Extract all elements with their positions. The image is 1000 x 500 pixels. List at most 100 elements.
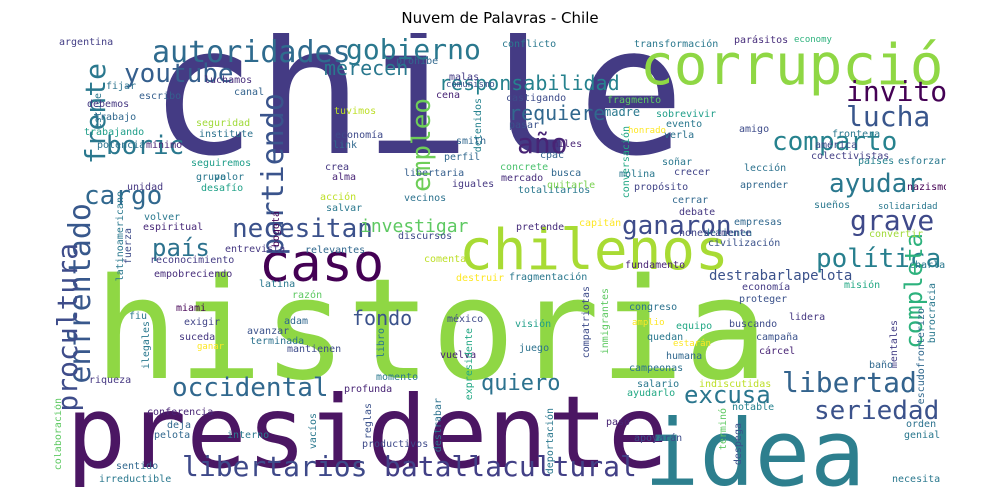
word-detienen: detienen <box>704 228 753 239</box>
word-luchamos: luchamos <box>204 75 253 86</box>
word-suceda: suceda <box>179 332 216 343</box>
word-idea: idea <box>644 400 866 488</box>
word-lidera: lidera <box>789 312 826 323</box>
word-apoyarán: apoyarán <box>634 433 683 444</box>
word-seguridad: seguridad <box>196 118 251 129</box>
word-escudofronterizo: escudofronterizo <box>916 308 927 405</box>
word-razón: razón <box>292 290 323 301</box>
word-avanzar: avanzar <box>247 326 290 337</box>
word-batallacultural: batallacultural <box>384 450 637 483</box>
word-necesitan: necesitan <box>232 214 373 244</box>
word-transformación: transformación <box>634 39 719 50</box>
word-requiere: requiere <box>509 101 606 125</box>
word-parásitos: parásitos <box>734 35 789 46</box>
word-país: país <box>152 234 210 262</box>
word-grave: grave <box>850 204 935 237</box>
word-smith: smith <box>456 136 487 147</box>
word-cerrar: cerrar <box>672 195 709 206</box>
word-profunda: profunda <box>344 384 393 395</box>
word-inmigrantes: inmigrantes <box>600 288 611 355</box>
word-destrabar: destrabar <box>433 398 444 453</box>
word-ilegales: ilegales <box>141 321 152 370</box>
word-pelota: pelota <box>154 430 191 441</box>
word-seguiremos: seguiremos <box>191 158 252 169</box>
word-caso: caso <box>259 234 385 294</box>
word-terminó: terminó <box>718 408 729 451</box>
word-mínimo: mínimo <box>146 140 183 151</box>
word-colaboración: colaboración <box>54 398 64 471</box>
word-institute: institute <box>199 129 254 140</box>
word-libertaria: libertaria <box>404 168 465 179</box>
word-economía: economía <box>742 282 791 293</box>
word-expresidente: expresidente <box>464 328 475 401</box>
word-orden: orden <box>906 419 937 430</box>
word-propósito: propósito <box>634 182 689 193</box>
word-gobierno: gobierno <box>346 33 481 66</box>
word-necesita: necesita <box>892 474 941 485</box>
word-espiritual: espiritual <box>143 222 204 233</box>
word-genial: genial <box>904 430 941 441</box>
word-cloud: chile historia presidente idea corrupción chi… <box>54 33 946 487</box>
word-amplio: amplio <box>632 318 665 328</box>
word-juego: juego <box>519 343 550 354</box>
word-seriedad: seriedad <box>814 396 940 426</box>
word-empresas: empresas <box>734 217 783 228</box>
word-sobrevivir: sobrevivir <box>656 109 717 120</box>
word-capitán: capitán <box>579 218 622 229</box>
word-esforzaron: esforzaron <box>898 156 946 167</box>
word-estarán: estarán <box>673 339 711 349</box>
word-mantienen: mantienen <box>287 344 342 355</box>
word-volver: volver <box>144 212 181 223</box>
word-valor: valor <box>214 172 245 183</box>
word-entrevista: entrevista <box>225 244 286 255</box>
word-congreso: congreso <box>629 302 678 313</box>
word-madre: madre <box>604 105 641 119</box>
word-fijar: fijar <box>106 81 137 92</box>
word-responsabilidad: responsabilidad <box>439 71 620 95</box>
word-crecer: crecer <box>674 167 711 178</box>
word-malas: malas <box>449 72 480 83</box>
word-tuvimos: tuvimos <box>334 106 377 117</box>
word-comunismo: comunismo <box>446 80 495 90</box>
word-nazismo: nazismo <box>907 182 946 193</box>
word-invito: invito <box>846 75 946 108</box>
word-libertarios: libertarios <box>182 450 368 483</box>
word-empobreciendo: empobreciendo <box>154 269 233 280</box>
word-iguales: iguales <box>452 179 495 190</box>
word-debate: debate <box>679 207 716 218</box>
word-destruir: destruir <box>456 273 505 284</box>
word-fragmento: fragmento <box>607 95 662 106</box>
word-economía: economía <box>335 130 384 141</box>
word-momento: momento <box>376 372 419 383</box>
word-molina: molina <box>619 169 656 180</box>
word-conversación: conversación <box>621 126 632 199</box>
word-compatriotas: compatriotas <box>581 286 592 359</box>
word-fragmentación: fragmentación <box>509 272 588 283</box>
word-potencia: potencia <box>97 140 146 151</box>
word-fondo: fondo <box>352 306 413 330</box>
word-irreductible: irreductible <box>99 474 172 485</box>
word-baño: baño <box>869 360 894 371</box>
word-humana: humana <box>666 351 703 362</box>
word-quiero: quiero <box>481 371 561 396</box>
word-américa: américa <box>815 140 858 151</box>
word-quitarle: quitarle <box>547 180 596 191</box>
word-lección: lección <box>744 163 787 174</box>
word-miles: miles <box>552 139 583 150</box>
word-notable: notable <box>732 402 775 413</box>
word-comenta: comenta <box>424 254 467 265</box>
word-salvar: salvar <box>326 203 363 214</box>
word-grupo: grupo <box>196 172 227 183</box>
word-productivos: productivos <box>362 439 429 450</box>
word-burocracia: burocracia <box>927 283 938 344</box>
word-youtube: youtube <box>124 59 234 89</box>
word-misión: misión <box>844 280 881 291</box>
word-merecen: merecen <box>324 56 409 80</box>
word-ganar: ganar <box>197 342 225 352</box>
word-reglas: reglas <box>363 403 374 440</box>
word-excusa: excusa <box>684 381 771 409</box>
word-civilización: civilización <box>708 238 781 249</box>
word-exigir: exigir <box>184 317 221 328</box>
word-terminada: terminada <box>250 336 305 347</box>
word-concrete: concrete <box>500 162 549 173</box>
